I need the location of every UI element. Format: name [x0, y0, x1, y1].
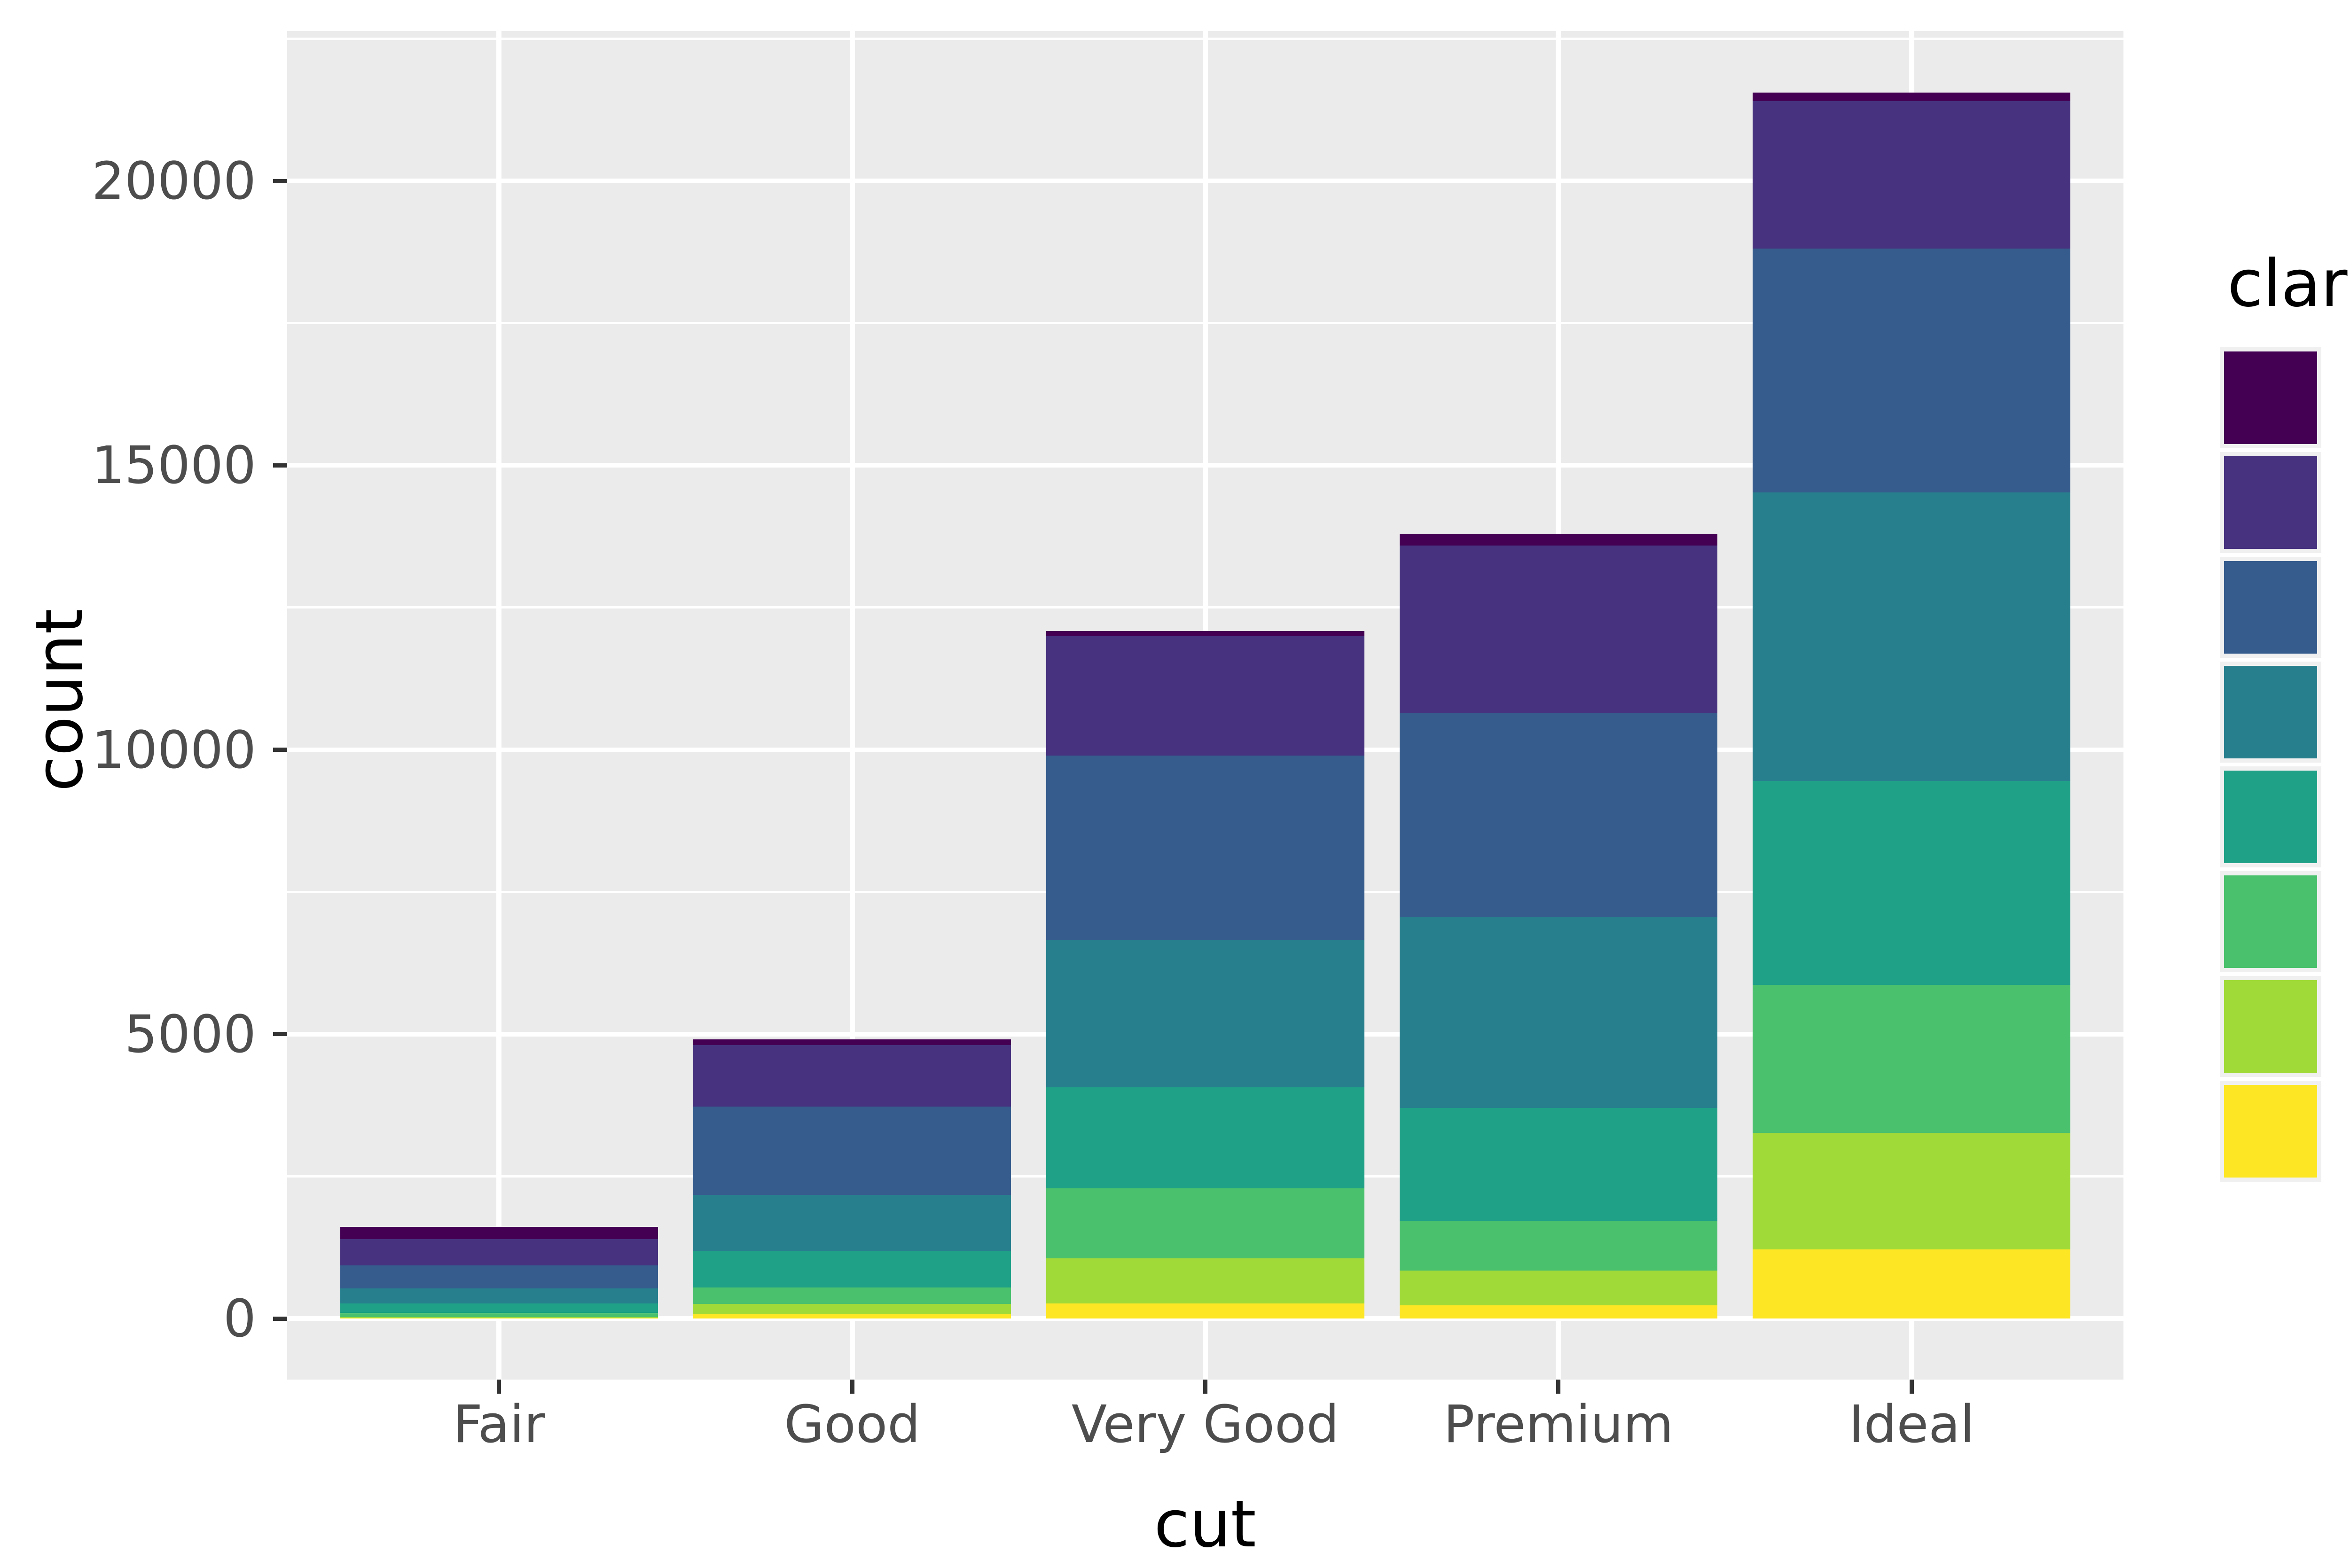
bar-segment-good-if [693, 1314, 1011, 1318]
x-axis-tick [1203, 1380, 1207, 1394]
bar-segment-fair-vvs2 [340, 1313, 658, 1317]
bar-segment-premium-i1 [1399, 534, 1717, 546]
bar-segment-very-good-i1 [1046, 631, 1364, 636]
bar-segment-very-good-if [1046, 1303, 1364, 1318]
bar-segment-fair-vs1 [340, 1303, 658, 1313]
bar-segment-ideal-i1 [1753, 93, 2071, 101]
bar-segment-very-good-vvs2 [1046, 1188, 1364, 1259]
x-axis-label: Fair [453, 1394, 545, 1454]
gridline-major-x [496, 31, 502, 1380]
bar-segment-ideal-si1 [1753, 249, 2071, 492]
bar-segment-good-vs1 [693, 1250, 1011, 1288]
bar-segment-premium-vs1 [1399, 1108, 1717, 1221]
bar-segment-ideal-si2 [1753, 101, 2071, 249]
y-axis-tick [273, 1316, 287, 1321]
bar-segment-very-good-vs1 [1046, 1087, 1364, 1188]
bar-segment-good-vs2 [693, 1195, 1011, 1251]
x-axis-tick [850, 1380, 854, 1394]
y-axis-label: 5000 [125, 1004, 256, 1064]
x-axis-tick [1909, 1380, 1914, 1394]
y-axis-tick [273, 463, 287, 468]
bar-segment-very-good-vs2 [1046, 940, 1364, 1087]
bar-segment-fair-si2 [340, 1239, 658, 1265]
y-axis-tick [273, 179, 287, 183]
bar-segment-ideal-if [1753, 1249, 2071, 1318]
x-axis-tick [497, 1380, 501, 1394]
x-axis-tick [1556, 1380, 1561, 1394]
bar-segment-premium-vvs1 [1399, 1270, 1717, 1306]
bar-segment-premium-if [1399, 1305, 1717, 1318]
bar-segment-ideal-vvs1 [1753, 1133, 2071, 1250]
bar-segment-very-good-si2 [1046, 636, 1364, 756]
legend-key-vvs1 [2224, 980, 2317, 1073]
bar-segment-premium-si1 [1399, 713, 1717, 917]
y-axis-label: 20000 [92, 151, 256, 211]
legend-title: clarity [2227, 246, 2350, 321]
y-axis-tick [273, 748, 287, 752]
bar-segment-premium-vvs2 [1399, 1221, 1717, 1271]
legend-key-vs2 [2224, 666, 2317, 758]
y-axis-label: 0 [223, 1288, 256, 1349]
bar-segment-good-si2 [693, 1045, 1011, 1107]
y-axis-label: 10000 [92, 719, 256, 780]
bar-segment-ideal-vvs2 [1753, 985, 2071, 1133]
x-axis-label: Premium [1443, 1394, 1674, 1454]
bar-segment-fair-vvs1 [340, 1317, 658, 1318]
y-axis-label: 15000 [92, 435, 256, 496]
legend-key-i1 [2224, 351, 2317, 444]
legend-key-if [2224, 1085, 2317, 1178]
bar-segment-good-i1 [693, 1039, 1011, 1045]
x-axis-label: Very Good [1071, 1394, 1340, 1454]
bar-segment-premium-si2 [1399, 546, 1717, 714]
bar-segment-premium-vs2 [1399, 917, 1717, 1108]
bar-segment-good-vvs2 [693, 1287, 1011, 1304]
y-axis-tick [273, 1032, 287, 1037]
legend-key-si1 [2224, 561, 2317, 654]
x-axis-title: cut [1154, 1486, 1256, 1562]
bar-segment-ideal-vs1 [1753, 780, 2071, 985]
gridline-major-x [849, 31, 855, 1380]
bar-segment-good-vvs1 [693, 1303, 1011, 1315]
bar-segment-very-good-si1 [1046, 755, 1364, 940]
bar-segment-fair-si1 [340, 1265, 658, 1289]
bar-segment-fair-i1 [340, 1227, 658, 1239]
bar-segment-fair-vs2 [340, 1288, 658, 1303]
legend-key-vvs2 [2224, 875, 2317, 968]
legend-key-si2 [2224, 456, 2317, 549]
bar-segment-very-good-vvs1 [1046, 1258, 1364, 1303]
bar-segment-ideal-vs2 [1753, 492, 2071, 781]
bar-segment-good-si1 [693, 1106, 1011, 1195]
x-axis-label: Good [784, 1394, 920, 1454]
legend-key-vs1 [2224, 771, 2317, 863]
x-axis-label: Ideal [1849, 1394, 1975, 1454]
plot-panel [287, 31, 2123, 1380]
